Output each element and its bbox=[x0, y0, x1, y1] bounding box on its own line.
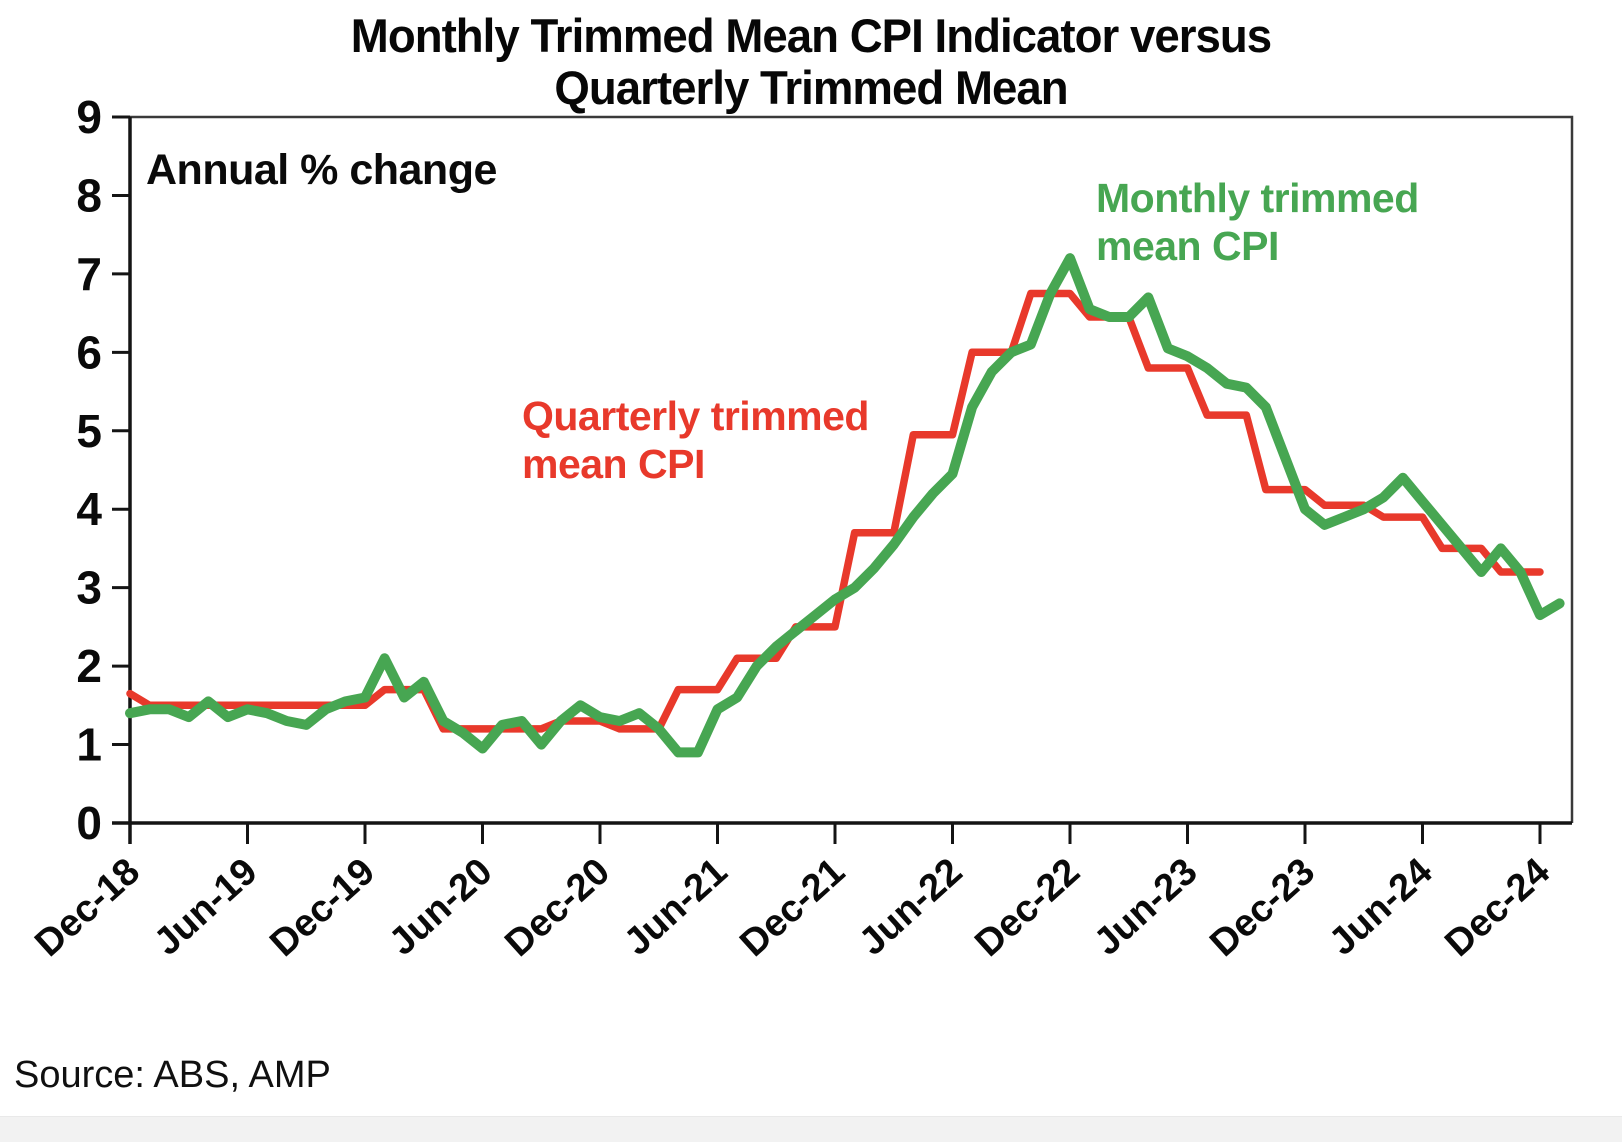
x-tick-label: Jun-23 bbox=[1086, 850, 1205, 963]
quarterly-series-label-line1: Quarterly trimmed bbox=[522, 393, 869, 439]
x-tick-label: Dec-22 bbox=[967, 850, 1088, 965]
y-axis-unit-annotation: Annual % change bbox=[146, 146, 497, 194]
x-tick-label: Jun-21 bbox=[616, 850, 735, 963]
monthly-series-label-line2: mean CPI bbox=[1096, 223, 1279, 269]
y-tick-label: 8 bbox=[76, 169, 102, 221]
source-note: Source: ABS, AMP bbox=[14, 1054, 331, 1096]
x-tick-label: Jun-20 bbox=[381, 850, 500, 963]
x-tick-label: Dec-24 bbox=[1437, 850, 1558, 965]
quarterly-series-label-line2: mean CPI bbox=[522, 441, 705, 487]
plot-frame bbox=[130, 115, 1574, 823]
monthly-series-label-line1: Monthly trimmed bbox=[1096, 175, 1419, 221]
y-tick-label: 7 bbox=[76, 248, 102, 300]
y-tick-label: 0 bbox=[76, 797, 102, 849]
x-tick-label: Jun-24 bbox=[1321, 850, 1440, 963]
chart-title-line-2: Quarterly Trimmed Mean bbox=[554, 61, 1068, 114]
y-tick-label: 1 bbox=[76, 719, 102, 771]
y-tick-label: 9 bbox=[76, 91, 102, 143]
x-tick-label: Jun-22 bbox=[851, 850, 970, 963]
x-tick-label: Dec-23 bbox=[1202, 850, 1323, 965]
y-tick-label: 3 bbox=[76, 562, 102, 614]
y-tick-label: 2 bbox=[76, 640, 102, 692]
x-tick-label: Dec-20 bbox=[497, 850, 618, 965]
y-tick-label: 6 bbox=[76, 326, 102, 378]
bottom-strip bbox=[0, 1116, 1622, 1142]
x-tick-label: Dec-18 bbox=[27, 850, 148, 965]
chart-title-line-1: Monthly Trimmed Mean CPI Indicator versu… bbox=[350, 9, 1272, 62]
monthly-trimmed-mean-line bbox=[125, 253, 1565, 758]
y-tick-label: 5 bbox=[76, 405, 102, 457]
y-tick-label: 4 bbox=[76, 483, 102, 535]
x-tick-label: Dec-19 bbox=[262, 850, 383, 965]
x-tick-label: Jun-19 bbox=[146, 850, 265, 963]
x-tick-label: Dec-21 bbox=[732, 850, 853, 965]
quarterly-series-label: Quarterly trimmed mean CPI bbox=[522, 392, 869, 488]
quarterly-trimmed-mean-line bbox=[126, 289, 1544, 733]
monthly-series-label: Monthly trimmed mean CPI bbox=[1096, 174, 1419, 270]
